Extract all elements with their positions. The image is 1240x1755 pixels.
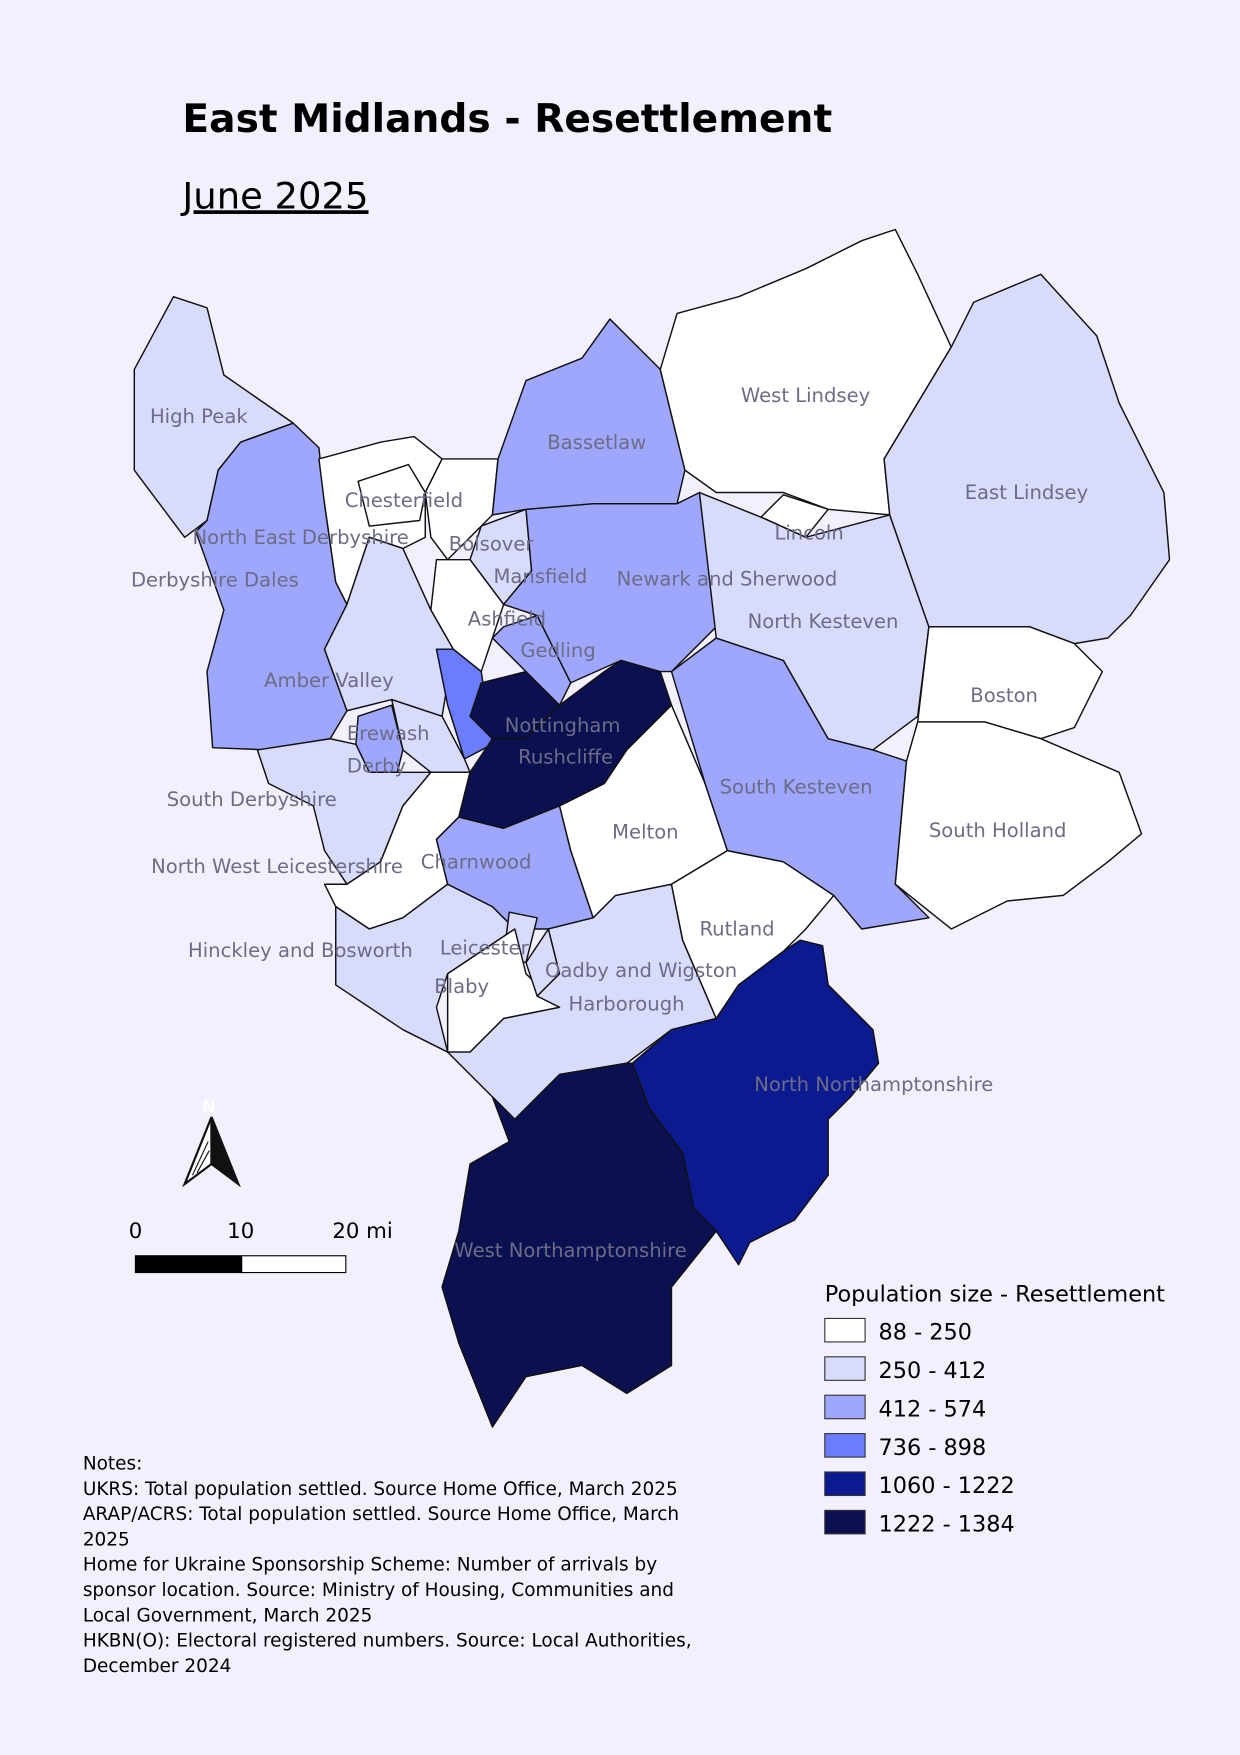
scale-bar: 0 10 20 mi [129, 1219, 393, 1274]
region-label-rushcliffe: Rushcliffe [518, 745, 613, 768]
legend-item-label: 736 - 898 [879, 1435, 987, 1461]
region-label-east-lindsey: East Lindsey [965, 481, 1088, 504]
notes-line: HKBN(O): Electoral registered numbers. S… [83, 1631, 692, 1652]
legend-item-label: 412 - 574 [879, 1396, 987, 1422]
north-arrow-left-half [182, 1116, 213, 1188]
notes-line: Home for Ukraine Sponsorship Scheme: Num… [83, 1555, 657, 1576]
legend-swatch [824, 1433, 866, 1458]
legend-swatch [824, 1394, 866, 1420]
region-label-derby: Derby [347, 754, 406, 777]
notes-line: sponsor location. Source: Ministry of Ho… [83, 1580, 674, 1601]
region-south-holland [894, 721, 1143, 930]
legend-item-label: 1222 - 1384 [879, 1512, 1015, 1538]
north-arrow-right-half [210, 1116, 241, 1188]
legend-swatch [824, 1471, 866, 1497]
notes-line: ARAP/ACRS: Total population settled. Sou… [83, 1504, 679, 1525]
notes-line: December 2024 [83, 1656, 232, 1677]
region-label-oadby-and-wigston: Oadby and Wigston [545, 959, 737, 982]
region-label-mansfield: Mansfield [494, 565, 588, 588]
legend-swatch [824, 1509, 866, 1535]
region-label-north-west-leicestershire: North West Leicestershire [151, 855, 403, 878]
region-label-derbyshire-dales: Derbyshire Dales [131, 569, 299, 592]
scale-label-0: 0 [129, 1219, 143, 1244]
region-label-bassetlaw: Bassetlaw [547, 431, 646, 454]
region-label-lincoln: Lincoln [774, 522, 843, 545]
scale-segment-black [134, 1255, 243, 1274]
region-label-newark-and-sherwood: Newark and Sherwood [617, 567, 838, 590]
region-layer [133, 228, 1171, 1428]
region-label-gedling: Gedling [520, 639, 595, 662]
scale-label-10: 10 [227, 1219, 254, 1244]
region-label-nottingham: Nottingham [505, 714, 621, 737]
region-label-south-holland: South Holland [929, 819, 1067, 842]
region-label-erewash: Erewash [347, 722, 430, 745]
legend-item-label: 1060 - 1222 [879, 1473, 1015, 1499]
region-label-west-northamptonshire: West Northamptonshire [454, 1239, 686, 1262]
region-label-north-kesteven: North Kesteven [748, 610, 899, 633]
region-label-hinckley-and-bosworth: Hinckley and Bosworth [188, 939, 413, 962]
notes: Notes: UKRS: Total population settled. So… [83, 1454, 692, 1677]
notes-heading: Notes: [83, 1454, 143, 1475]
region-label-south-derbyshire: South Derbyshire [167, 788, 337, 811]
region-label-amber-valley: Amber Valley [264, 669, 394, 692]
legend: Population size - Resettlement 88 - 250 2… [824, 1282, 1165, 1538]
region-west-northamptonshire [441, 1062, 717, 1428]
region-bassetlaw [491, 318, 686, 516]
notes-line: UKRS: Total population settled. Source H… [83, 1479, 678, 1500]
legend-swatch [824, 1356, 866, 1381]
region-label-north-northamptonshire: North Northamptonshire [754, 1073, 993, 1096]
region-label-leicester: Leicester [440, 937, 530, 960]
region-labels: High Peak Derbyshire Dales North East Derb… [131, 384, 1088, 1262]
notes-line: 2025 [83, 1529, 130, 1550]
region-label-boston: Boston [970, 684, 1038, 707]
legend-item-label: 250 - 412 [879, 1358, 987, 1384]
region-label-ashfield: Ashfield [468, 608, 546, 631]
legend-item-label: 88 - 250 [879, 1320, 972, 1346]
region-label-charnwood: Charnwood [421, 851, 532, 874]
region-label-south-kesteven: South Kesteven [720, 776, 873, 799]
notes-line: Local Government, March 2025 [83, 1605, 373, 1626]
legend-swatch [824, 1317, 866, 1343]
region-label-west-lindsey: West Lindsey [741, 384, 870, 407]
north-arrow-label: N [203, 1097, 216, 1117]
legend-title: Population size - Resettlement [825, 1282, 1165, 1308]
region-label-blaby: Blaby [434, 975, 489, 998]
scale-segment-white [241, 1255, 347, 1274]
region-label-melton: Melton [612, 820, 678, 843]
region-label-high-peak: High Peak [150, 405, 248, 428]
region-label-bolsover: Bolsover [449, 533, 535, 556]
north-arrow: N [182, 1096, 241, 1188]
map-title: East Midlands - Resettlement [182, 97, 832, 142]
map-subtitle: June 2025 [180, 174, 368, 217]
scale-label-20: 20 mi [332, 1219, 392, 1244]
region-label-north-east-derbyshire: North East Derbyshire [192, 526, 408, 549]
region-label-chesterfield: Chesterfield [345, 489, 463, 512]
region-label-rutland: Rutland [699, 918, 774, 941]
region-chesterfield [357, 463, 426, 527]
region-label-harborough: Harborough [569, 993, 685, 1016]
